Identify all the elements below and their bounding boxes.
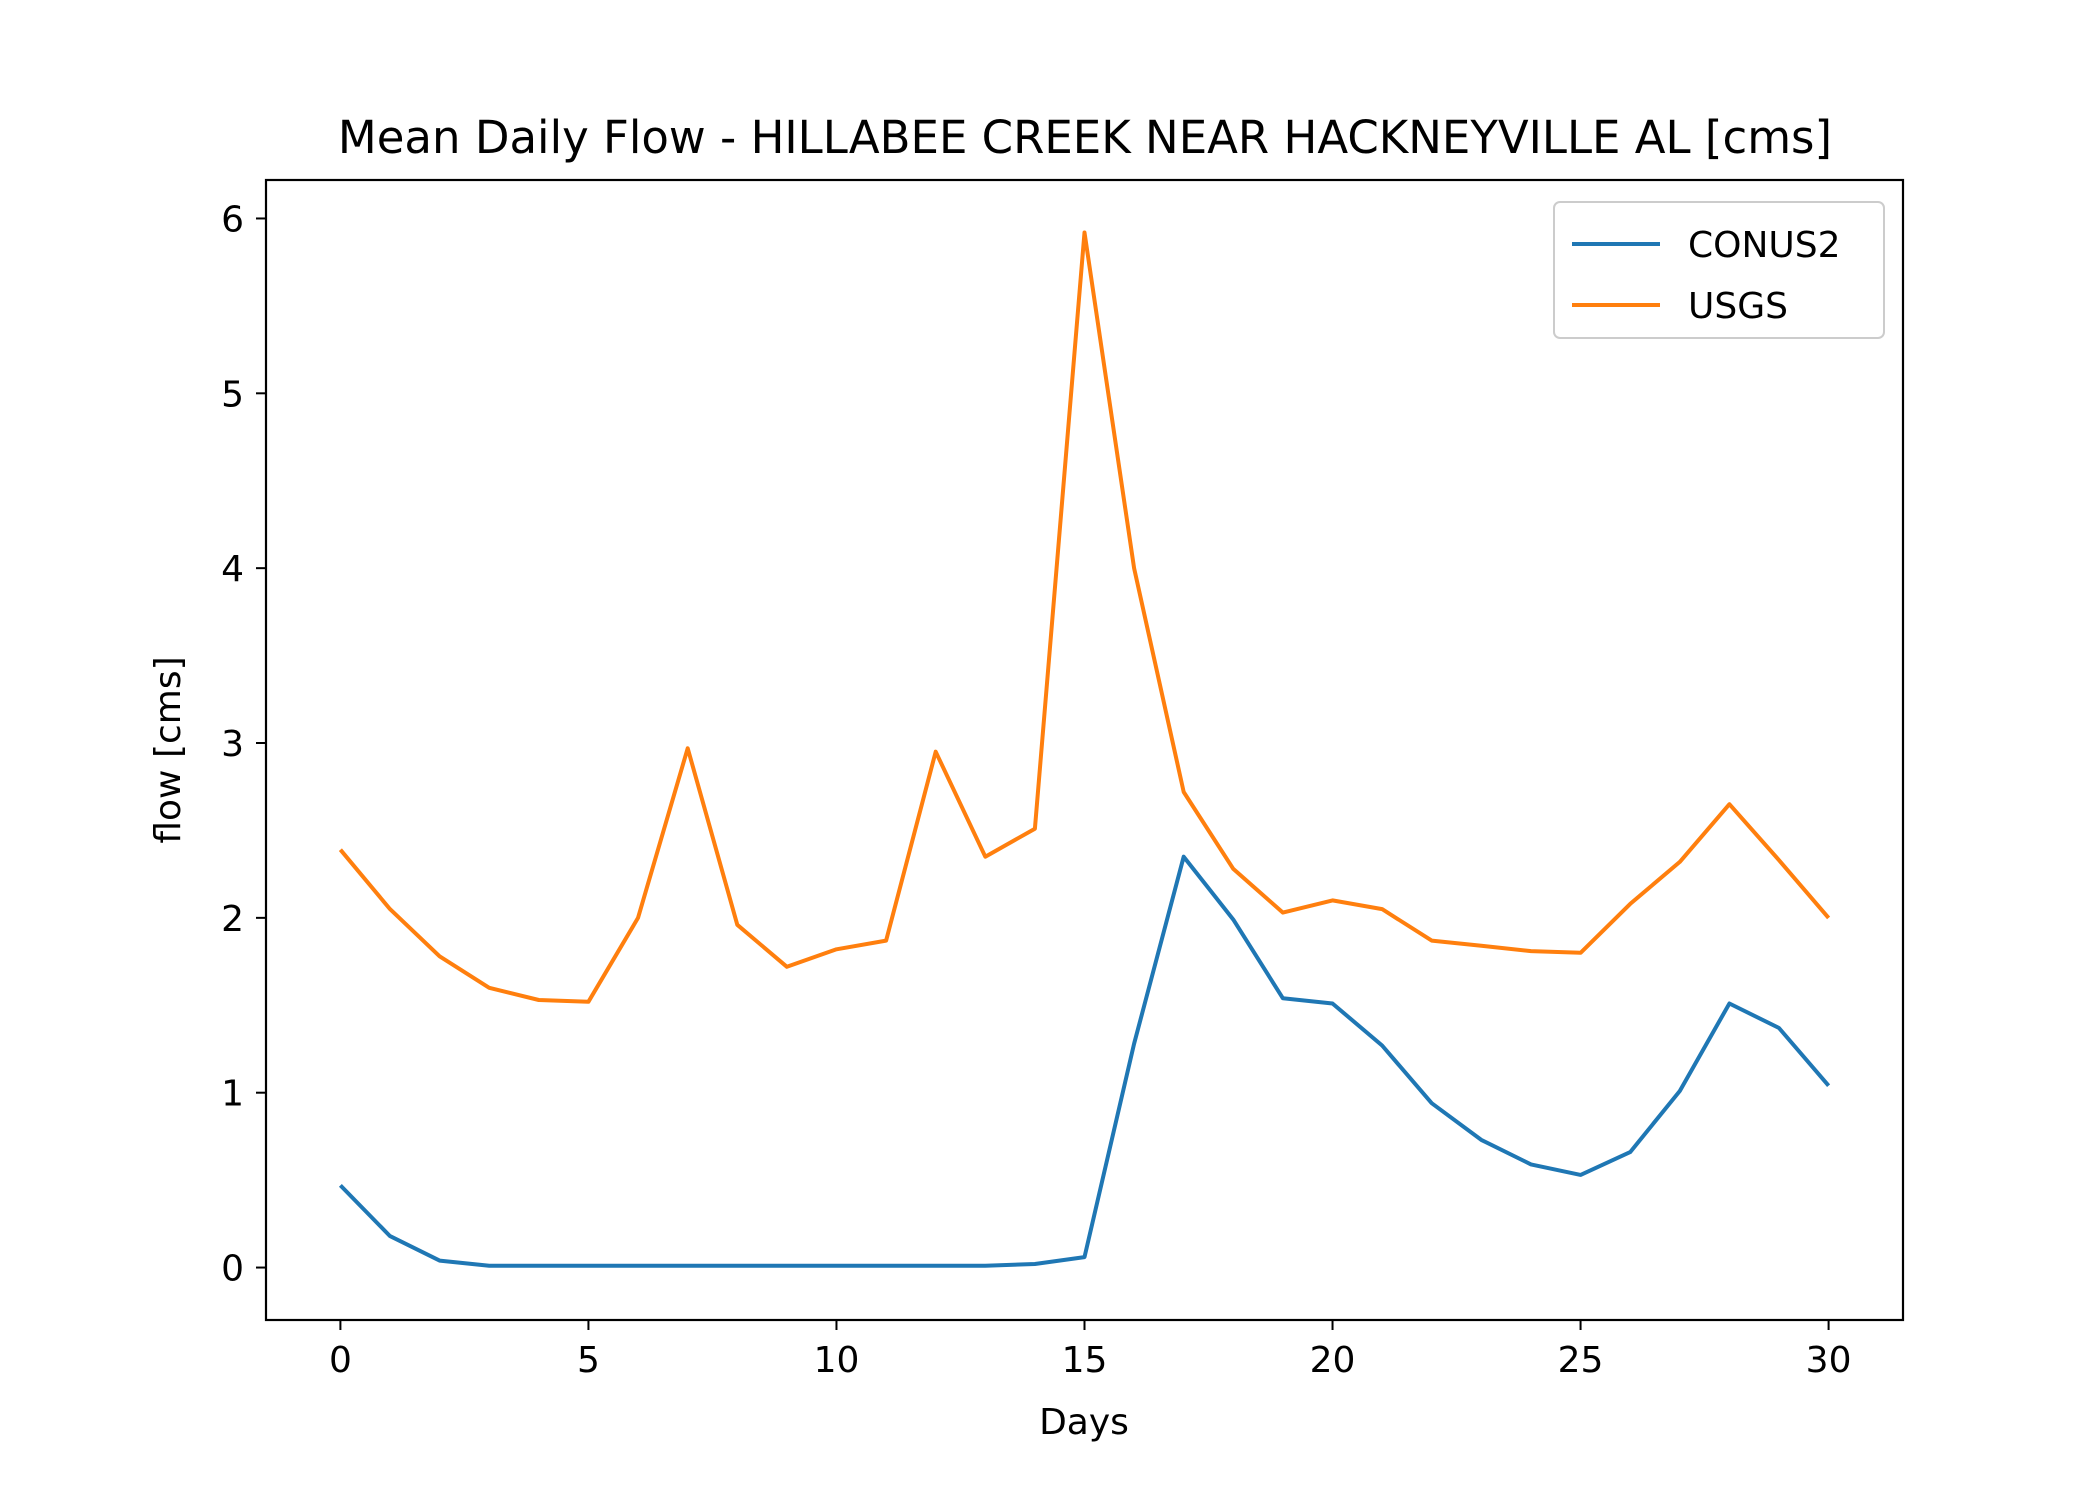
y-tick-label: 5	[221, 374, 244, 415]
y-tick-label: 0	[221, 1249, 244, 1290]
series-layer	[338, 230, 1831, 1268]
plot-frame	[264, 178, 1905, 1322]
x-axis: 0 5 10 15 20 25 30	[329, 1320, 1852, 1381]
legend: CONUS2 USGS	[1553, 201, 1885, 339]
x-tick-label: 25	[1558, 1340, 1604, 1381]
x-tick-label: 5	[577, 1340, 600, 1381]
series-line-usgs	[338, 230, 1831, 1004]
y-axis: 0 1 2 3 4 5 6	[221, 199, 266, 1290]
y-tick-label: 6	[221, 199, 244, 240]
series-line-conus2	[338, 854, 1831, 1268]
y-tick-label: 4	[221, 549, 244, 590]
chart-title: Mean Daily Flow - HILLABEE CREEK NEAR HA…	[338, 111, 1832, 164]
y-tick-label: 2	[221, 899, 244, 940]
legend-label: USGS	[1688, 286, 1788, 327]
x-tick-label: 10	[814, 1340, 860, 1381]
x-tick-label: 0	[329, 1340, 352, 1381]
y-tick-label: 1	[221, 1074, 244, 1115]
y-axis-label: flow [cms]	[148, 656, 189, 843]
x-tick-label: 15	[1062, 1340, 1108, 1381]
x-tick-label: 20	[1310, 1340, 1356, 1381]
legend-label: CONUS2	[1688, 225, 1841, 266]
x-axis-label: Days	[1039, 1402, 1129, 1443]
y-tick-label: 3	[221, 724, 244, 765]
x-tick-label: 30	[1806, 1340, 1852, 1381]
